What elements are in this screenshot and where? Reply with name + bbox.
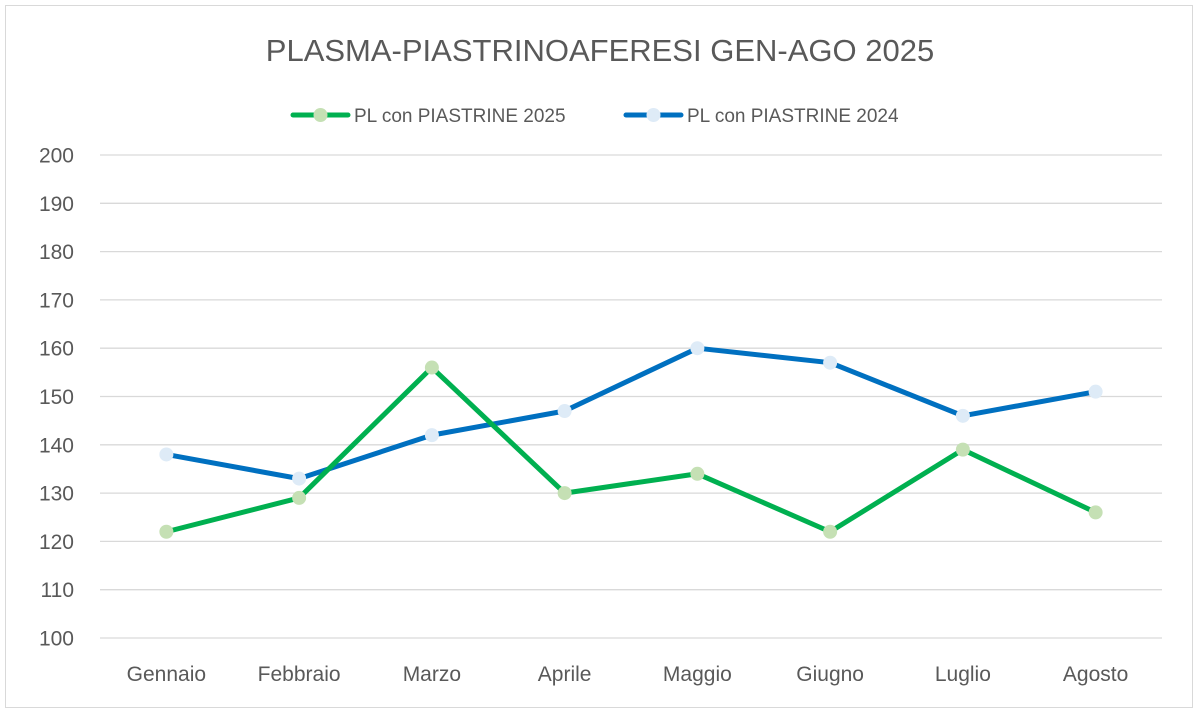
legend-item-2024: PL con PIASTRINE 2024 xyxy=(623,106,899,127)
legend-marker-2025 xyxy=(313,108,328,122)
series-layer xyxy=(159,341,1103,539)
chart-frame xyxy=(5,5,1193,708)
x-tick-label: Maggio xyxy=(663,663,732,686)
legend-label-2025: PL con PIASTRINE 2025 xyxy=(354,106,566,127)
x-tick-label: Febbraio xyxy=(258,663,341,686)
data-point-2025 xyxy=(159,524,174,539)
series-line-2024 xyxy=(163,345,1099,482)
legend-marker-2024 xyxy=(646,108,661,122)
y-tick-label: 150 xyxy=(39,386,74,409)
legend-item-2025: PL con PIASTRINE 2025 xyxy=(290,106,566,127)
y-tick-label: 130 xyxy=(39,483,74,506)
data-point-2025 xyxy=(690,466,705,481)
data-point-2025 xyxy=(557,486,572,501)
x-tick-label: Agosto xyxy=(1063,663,1128,686)
data-point-2024 xyxy=(557,403,572,418)
data-point-2024 xyxy=(823,355,838,370)
data-point-2025 xyxy=(955,442,970,457)
y-tick-label: 100 xyxy=(39,628,74,651)
y-tick-label: 110 xyxy=(41,579,74,602)
data-point-2025 xyxy=(823,524,838,539)
y-tick-label: 170 xyxy=(39,289,74,312)
legend-label-2024: PL con PIASTRINE 2024 xyxy=(687,106,899,127)
data-point-2024 xyxy=(690,341,705,356)
x-tick-label: Giugno xyxy=(796,663,864,686)
data-point-2025 xyxy=(424,360,439,375)
x-tick-label: Gennaio xyxy=(127,663,206,686)
data-point-2024 xyxy=(955,408,970,423)
data-point-2024 xyxy=(1088,384,1103,399)
y-tick-label: 120 xyxy=(39,531,74,554)
data-point-2024 xyxy=(159,447,174,462)
x-axis: Gennaio Febbraio Marzo Aprile Maggio Giugno Lu… xyxy=(127,663,1129,686)
x-tick-label: Aprile xyxy=(538,663,592,686)
data-point-2025 xyxy=(1088,505,1103,520)
chart-title: PLASMA-PIASTRINOAFERESI GEN-AGO 2025 xyxy=(266,33,934,68)
y-axis: 100 110 120 130 140 150 160 170 180 190 200 xyxy=(39,145,74,651)
y-tick-label: 140 xyxy=(39,434,74,457)
gridlines xyxy=(100,154,1162,639)
data-point-2025 xyxy=(292,490,307,505)
x-tick-label: Luglio xyxy=(935,663,991,686)
y-tick-label: 160 xyxy=(39,338,74,361)
y-tick-label: 200 xyxy=(39,145,74,168)
series-line-2025 xyxy=(163,365,1099,535)
y-tick-label: 190 xyxy=(39,193,74,216)
data-point-2024 xyxy=(292,471,307,486)
x-tick-label: Marzo xyxy=(403,663,461,686)
legend: PL con PIASTRINE 2025 PL con PIASTRINE 2… xyxy=(290,106,899,127)
y-tick-label: 180 xyxy=(39,241,74,264)
data-point-2024 xyxy=(424,428,439,443)
